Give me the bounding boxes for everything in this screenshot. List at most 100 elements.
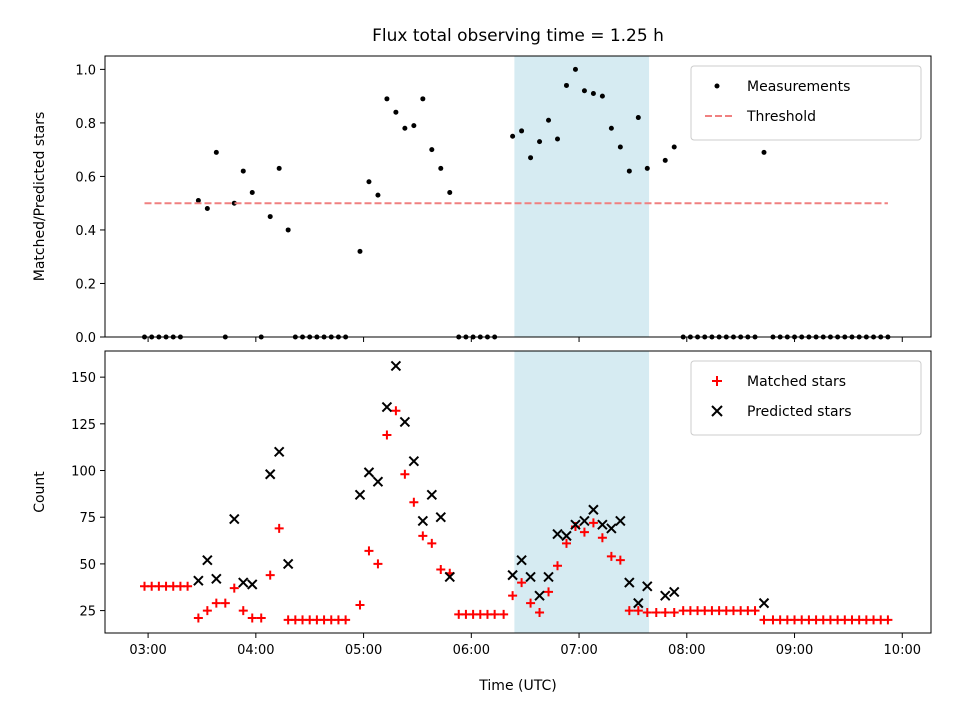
- predicted-point: [669, 586, 680, 598]
- x-tick-label: 04:00: [237, 643, 274, 658]
- matched-point: [633, 606, 643, 616]
- measurement-point: [477, 334, 483, 340]
- legend-label: Matched stars: [747, 374, 846, 390]
- predicted-point: [202, 554, 213, 566]
- measurement-point: [563, 82, 569, 88]
- x-tick-label: 10:00: [884, 643, 921, 658]
- matched-point: [606, 551, 616, 561]
- measurement-point: [149, 334, 155, 340]
- measurement-point: [447, 189, 453, 195]
- measurement-point: [835, 334, 841, 340]
- matched-point: [211, 598, 221, 608]
- y-tick-label: 0.8: [75, 117, 96, 132]
- measurement-point: [163, 334, 169, 340]
- measurement-point: [680, 334, 686, 340]
- matched-point: [490, 609, 500, 619]
- chart-title: Flux total observing time = 1.25 h: [372, 26, 664, 46]
- bottom-panel: 03:00 04:00 05:00 06:00 07:00 08:00 09:00 10:00…: [32, 350, 932, 658]
- measurement-point: [393, 109, 399, 115]
- measurement-point: [195, 198, 201, 204]
- matched-point: [517, 578, 527, 588]
- predicted-point: [229, 513, 240, 525]
- matched-point: [597, 533, 607, 543]
- y-axis-label: Matched/Predicted stars: [32, 112, 48, 282]
- predicted-point: [282, 558, 294, 570]
- predicted-point: [588, 504, 599, 515]
- predicted-point: [363, 467, 375, 478]
- measurement-point: [156, 334, 162, 340]
- measurement-point: [300, 334, 306, 340]
- measurement-point: [456, 334, 462, 340]
- matched-point: [341, 615, 351, 625]
- matched-point: [382, 430, 392, 440]
- measurement-point: [314, 334, 320, 340]
- predicted-point: [525, 571, 536, 583]
- measurement-point: [820, 334, 826, 340]
- x-tick-label: 08:00: [668, 643, 705, 658]
- measurement-point: [695, 334, 701, 340]
- matched-point: [256, 613, 266, 623]
- measurement-point: [528, 155, 534, 161]
- measurement-point: [285, 227, 291, 233]
- predicted-point: [193, 575, 204, 586]
- matched-point: [409, 497, 419, 507]
- y-tick-label: 150: [71, 371, 96, 386]
- measurement-point: [716, 334, 722, 340]
- predicted-point: [435, 512, 446, 523]
- predicted-point: [561, 530, 572, 542]
- highlight-span: [514, 56, 650, 337]
- matched-point: [508, 591, 518, 601]
- measurement-point: [730, 334, 736, 340]
- matched-point: [400, 469, 410, 479]
- matched-point: [526, 598, 536, 608]
- matched-point: [373, 559, 383, 569]
- matched-point: [624, 606, 634, 616]
- legend: Matched stars Predicted stars: [690, 360, 922, 436]
- matched-point: [651, 607, 661, 617]
- predicted-point: [516, 554, 527, 566]
- measurement-point: [519, 128, 525, 134]
- measurement-point: [267, 214, 273, 220]
- matched-point: [615, 555, 625, 565]
- predicted-point: [543, 571, 554, 583]
- matched-point: [642, 607, 652, 617]
- matched-point: [220, 598, 230, 608]
- measurement-point: [177, 334, 183, 340]
- matched-point: [247, 613, 257, 623]
- measurement-point: [709, 334, 715, 340]
- measurement-point: [871, 334, 877, 340]
- y-tick-label: 25: [79, 605, 96, 620]
- measurement-point: [761, 149, 767, 155]
- measurement-point: [590, 90, 596, 96]
- predicted-point: [552, 528, 563, 540]
- x-tick-label: 03:00: [129, 643, 166, 658]
- y-tick-label: 0.0: [75, 331, 96, 346]
- x-tick-label: 06:00: [453, 643, 490, 658]
- predicted-point: [534, 590, 545, 601]
- y-tick-label: 0.2: [75, 277, 96, 292]
- matched-point: [364, 546, 374, 556]
- measurement-point: [328, 334, 334, 340]
- predicted-point: [758, 597, 770, 609]
- measurement-point: [752, 334, 758, 340]
- predicted-point: [372, 476, 384, 487]
- measurement-point: [492, 334, 498, 340]
- measurement-point: [258, 334, 264, 340]
- matched-point: [553, 561, 563, 571]
- x-tick-label: 09:00: [776, 643, 813, 658]
- predicted-point: [426, 489, 438, 501]
- measurement-point: [321, 334, 327, 340]
- predicted-point: [615, 515, 626, 527]
- measurement-point: [849, 334, 855, 340]
- y-tick-label: 0.6: [75, 170, 96, 185]
- predicted-point: [633, 597, 644, 609]
- predicted-point: [399, 416, 411, 428]
- matched-point: [274, 523, 284, 533]
- measurement-point: [357, 248, 363, 254]
- measurement-point: [827, 334, 833, 340]
- measurement-point: [463, 334, 469, 340]
- matched-point: [418, 531, 428, 541]
- legend-label: Predicted stars: [747, 404, 852, 420]
- matched-point: [193, 613, 203, 623]
